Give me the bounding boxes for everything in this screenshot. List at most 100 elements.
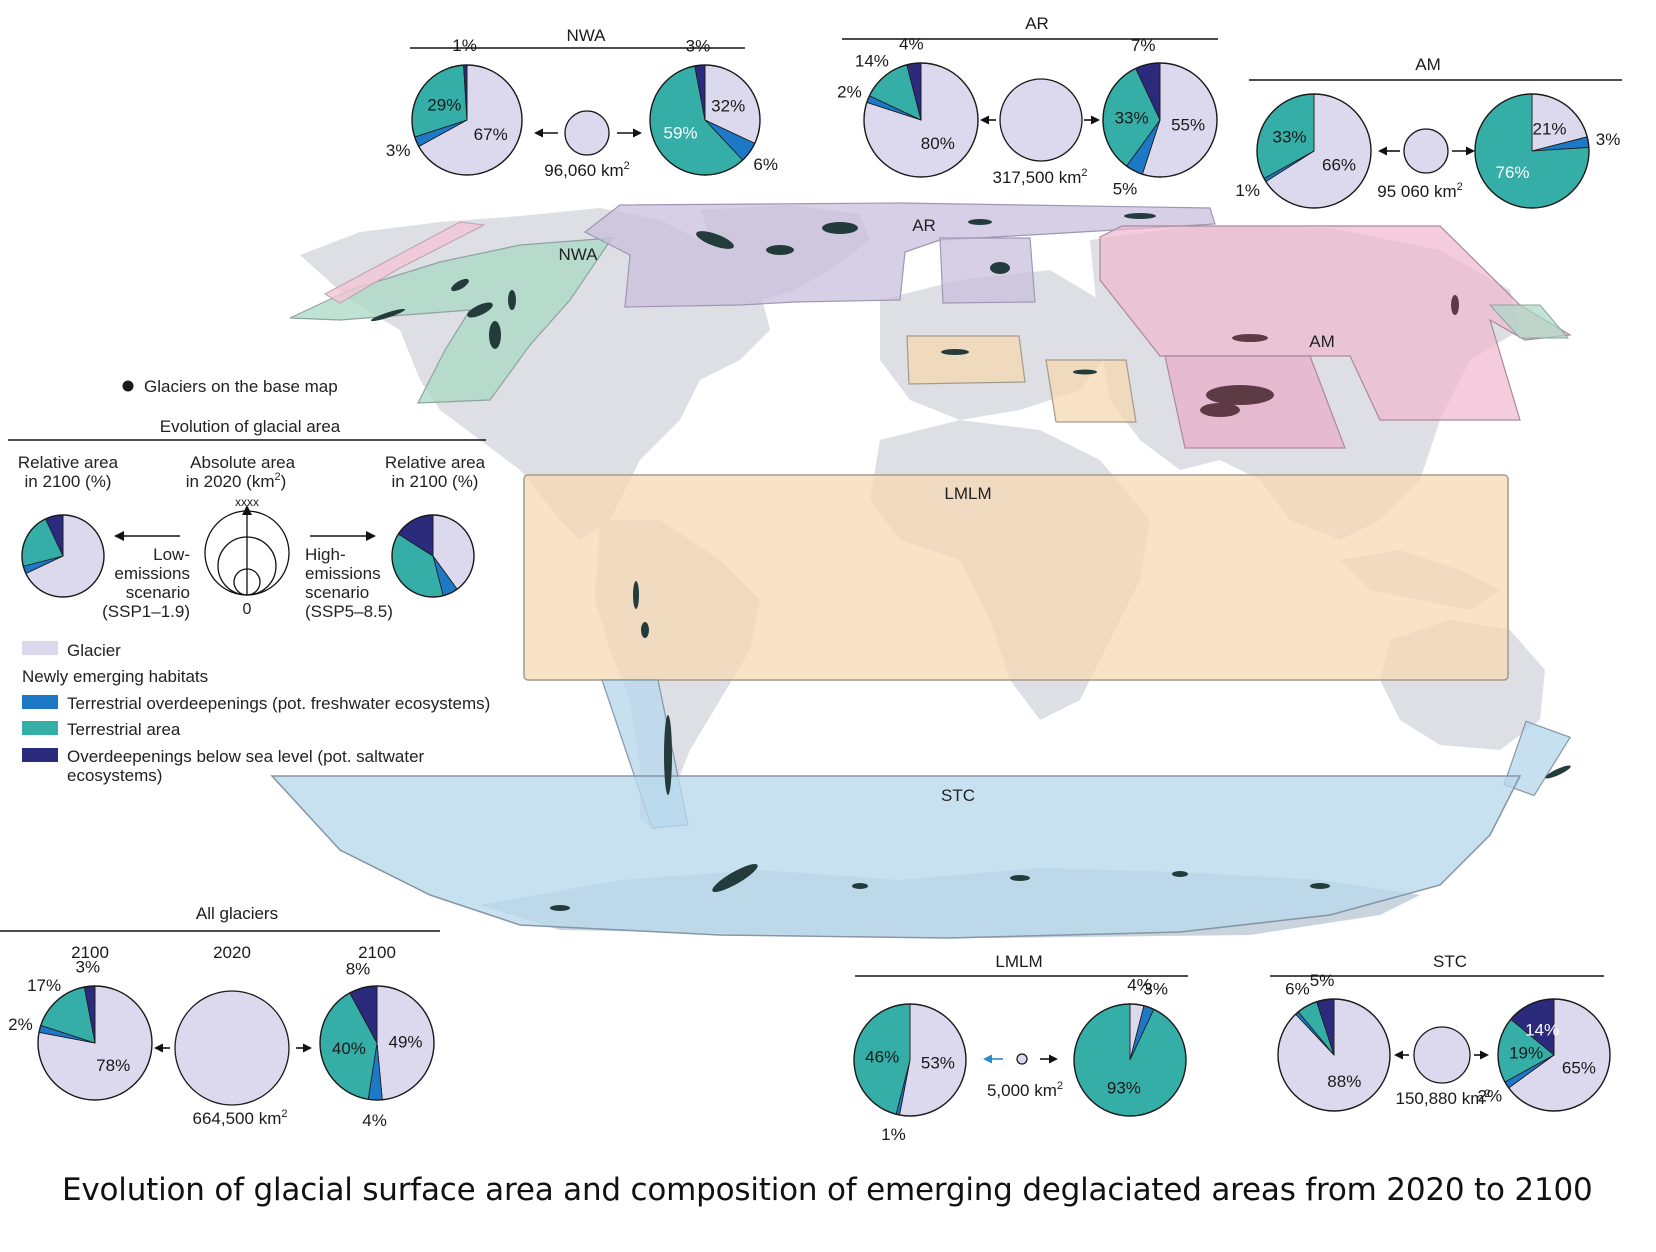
legend-pie-high-shape — [391, 514, 475, 598]
legend-zero: 0 — [243, 601, 252, 618]
low-ar-label-saltwater: 4% — [899, 35, 924, 54]
high-ar-label-glacier: 55% — [1171, 116, 1205, 135]
panel-am: AM 66% 1% 33% 21% 3% 76% 95 060 km2 — [1235, 55, 1622, 209]
pie-2020-nwa — [564, 110, 610, 156]
panel-title-stc: STC — [1433, 952, 1467, 971]
pie-outline — [649, 64, 761, 176]
pie-low-stc — [1277, 998, 1391, 1112]
pie-high-lmlm — [1073, 1003, 1187, 1117]
pie-high-am — [1474, 93, 1590, 209]
panel-all: All glaciers 78% 2% 17% 3% 49% 4% 40% 8% 664,500 … — [0, 904, 440, 1130]
low-lmlm-label-freshwater: 1% — [881, 1125, 906, 1144]
low-ar-label-terrestrial: 14% — [855, 52, 889, 71]
pie-outline — [411, 64, 523, 176]
area-2020-all: 664,500 km2 — [193, 1108, 288, 1128]
low-stc-label-terrestrial: 6% — [1285, 979, 1310, 998]
pie-low-ar — [863, 62, 979, 178]
pie-outline — [1073, 1003, 1187, 1117]
pie-outline — [1102, 62, 1218, 178]
region-am-area — [1099, 225, 1572, 421]
arrow-high-ar-head — [1091, 115, 1100, 125]
high-all-label-terrestrial: 40% — [332, 1039, 366, 1058]
pie-2020-ar — [999, 78, 1083, 162]
area-2020-nwa: 96,060 km2 — [544, 160, 630, 180]
low-am-label-freshwater: 1% — [1235, 181, 1260, 200]
legend-absolute-area: Absolute area in 2020 (km2) — [186, 453, 300, 491]
high-lmlm-label-terrestrial: 93% — [1107, 1078, 1141, 1097]
year-high-all: 2100 — [358, 943, 396, 962]
pie-low-all — [37, 985, 153, 1101]
arrow-high-am-head — [1466, 146, 1475, 156]
legend-example-pie-low — [21, 514, 105, 598]
high-am-label-freshwater: 3% — [1596, 130, 1621, 149]
low-nwa-label-terrestrial: 29% — [427, 96, 461, 115]
region-pie-panels: NWA 67% 3% 29% 1% 32% 6% 59% 3% 96,060 km2 AR 80% 2%… — [0, 14, 1622, 1144]
high-stc-label-freshwater: 2% — [1478, 1087, 1503, 1106]
low-all-label-saltwater: 3% — [76, 957, 101, 976]
legend-example-pie-high — [391, 514, 475, 598]
high-stc-label-saltwater: 14% — [1525, 1021, 1559, 1040]
pie-outline — [319, 985, 435, 1101]
legend-title: Evolution of glacial area — [160, 417, 341, 436]
figure-caption: Evolution of glacial surface area and co… — [62, 1172, 1593, 1208]
region-lmlm-band — [523, 474, 1509, 681]
region-overlays — [270, 202, 1572, 939]
swatch-glacier — [22, 641, 58, 655]
arrow-low-nwa-head — [534, 128, 543, 138]
legend-relative-right: Relative area in 2100 (%) — [385, 453, 486, 491]
pie-2020-stc — [1413, 1026, 1471, 1084]
low-nwa-label-freshwater: 3% — [386, 141, 411, 160]
panel-title-lmlm: LMLM — [995, 952, 1042, 971]
arrow-low-stc-head — [1394, 1050, 1403, 1060]
high-am-label-glacier: 21% — [1532, 120, 1566, 139]
low-all-label-freshwater: 2% — [8, 1015, 33, 1034]
panel-stc: STC 88% 6% 5% 65% 2% 19% 14% 150,880 km2 — [1270, 952, 1611, 1112]
low-nwa-label-saltwater: 1% — [452, 36, 477, 55]
high-stc-label-terrestrial: 19% — [1509, 1043, 1543, 1062]
glacier-dot-symbol — [122, 380, 134, 392]
high-nwa-label-glacier: 32% — [711, 96, 745, 115]
arrow-low-am-head — [1378, 146, 1387, 156]
swatch-saltwater — [22, 748, 58, 762]
low-nwa-label-glacier: 67% — [474, 125, 508, 144]
region-lmlm-alps-box — [906, 335, 1026, 385]
pie-outline — [37, 985, 153, 1101]
low-all-label-glacier: 78% — [96, 1056, 130, 1075]
legend-arrow-left-head — [114, 531, 124, 541]
panel-title-am: AM — [1415, 55, 1441, 74]
panel-lmlm: LMLM 53% 1% 46% 4%3% 93% 5,000 km2 — [853, 952, 1188, 1144]
year-low-all: 2100 — [71, 943, 109, 962]
low-all-label-terrestrial: 17% — [27, 976, 61, 995]
arrow-low-ar-head — [980, 115, 989, 125]
legend-high-scenario: High-emissions scenario (SSP5–8.5) — [305, 545, 393, 621]
region-lmlm-caucasus-box — [1045, 359, 1137, 423]
pie-outline — [391, 514, 475, 598]
arrow-high-all-head — [303, 1043, 312, 1053]
key-terrestrial-overdeepenings: Terrestrial overdeepenings (pot. freshwa… — [67, 694, 490, 713]
key-glacier: Glacier — [67, 641, 121, 660]
region-ar-area — [583, 202, 1216, 308]
pie-outline — [21, 514, 105, 598]
swatch-terrestrial-area — [22, 721, 58, 735]
key-newly-emerging: Newly emerging habitats — [22, 667, 208, 686]
region-stc-area — [270, 775, 1522, 939]
high-am-label-terrestrial: 76% — [1495, 163, 1529, 182]
pie-high-nwa — [649, 64, 761, 176]
high-nwa-label-freshwater: 6% — [753, 155, 778, 174]
arrow-high-nwa-head — [633, 128, 642, 138]
pie-outline — [1256, 93, 1372, 209]
region-nwa-pink-strip — [323, 221, 486, 304]
region-am-green-strip — [1488, 304, 1570, 339]
high-all-label-saltwater: 8% — [346, 959, 371, 978]
pie-low-nwa — [411, 64, 523, 176]
pie-outline — [853, 1003, 967, 1117]
high-nwa-label-terrestrial: 59% — [663, 124, 697, 143]
arrow-high-lmlm-head — [1049, 1054, 1058, 1064]
pie-high-all — [319, 985, 435, 1101]
high-ar-label-freshwater: 5% — [1113, 180, 1138, 199]
low-am-label-glacier: 66% — [1322, 156, 1356, 175]
map-label-ar: AR — [912, 216, 936, 235]
panel-nwa: NWA 67% 3% 29% 1% 32% 6% 59% 3% 96,060 km2 — [386, 26, 778, 180]
low-lmlm-label-glacier: 53% — [921, 1054, 955, 1073]
region-ar-scandinavia — [939, 237, 1036, 304]
